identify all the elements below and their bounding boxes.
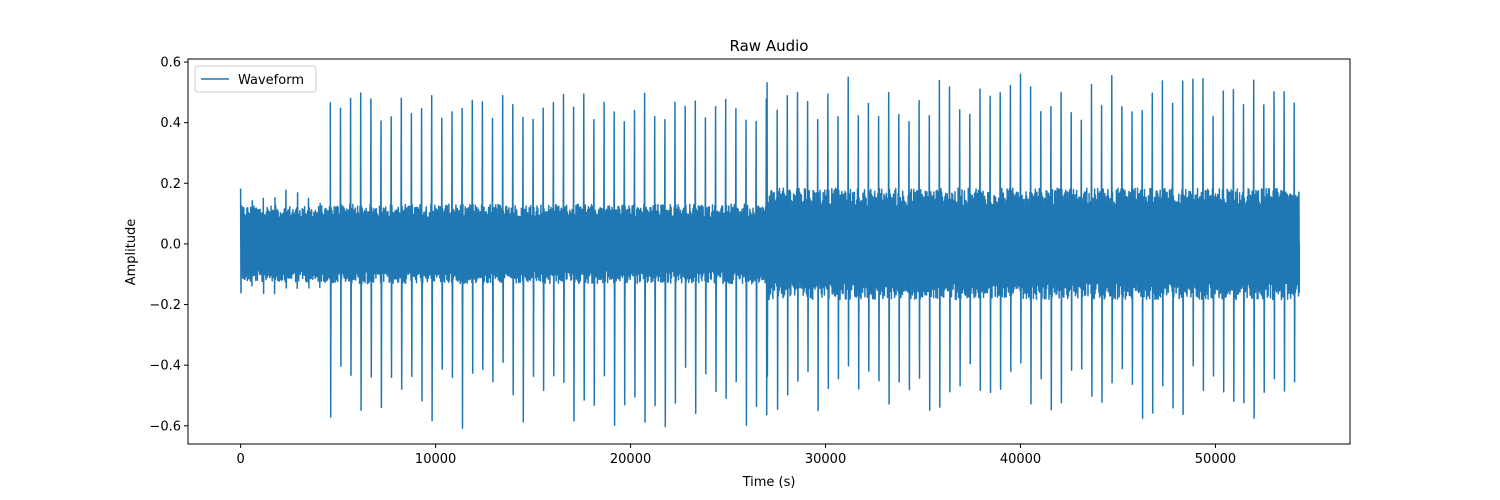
y-tick-label: 0.0 [160,237,181,252]
legend-label-waveform: Waveform [238,73,304,88]
x-tick-label: 30000 [805,452,846,467]
x-axis-label: Time (s) [742,475,796,490]
x-tick-label: 40000 [1000,452,1041,467]
y-axis: −0.6 −0.4 −0.2 0.0 0.2 0.4 0.6 [149,56,188,434]
x-tick-label: 0 [237,452,245,467]
waveform-series [239,73,1301,429]
legend-box [194,65,317,93]
plot-area [187,58,1351,445]
x-tick-label: 10000 [415,452,456,467]
plot-frame [187,58,1351,445]
y-tick-label: −0.4 [149,359,181,374]
y-tick-label: 0.4 [160,116,181,131]
chart-title: Raw Audio [730,37,809,55]
y-axis-label: Amplitude [124,219,139,286]
waveform-line [239,73,1301,429]
legend: Waveform [194,65,317,93]
x-tick-label: 50000 [1195,452,1236,467]
y-tick-label: 0.6 [160,56,181,71]
y-tick-label: 0.2 [160,177,181,192]
x-axis: 0 10000 20000 30000 40000 50000 [237,444,1236,467]
x-tick-label: 20000 [610,452,651,467]
y-tick-label: −0.6 [149,419,181,434]
y-tick-label: −0.2 [149,298,181,313]
